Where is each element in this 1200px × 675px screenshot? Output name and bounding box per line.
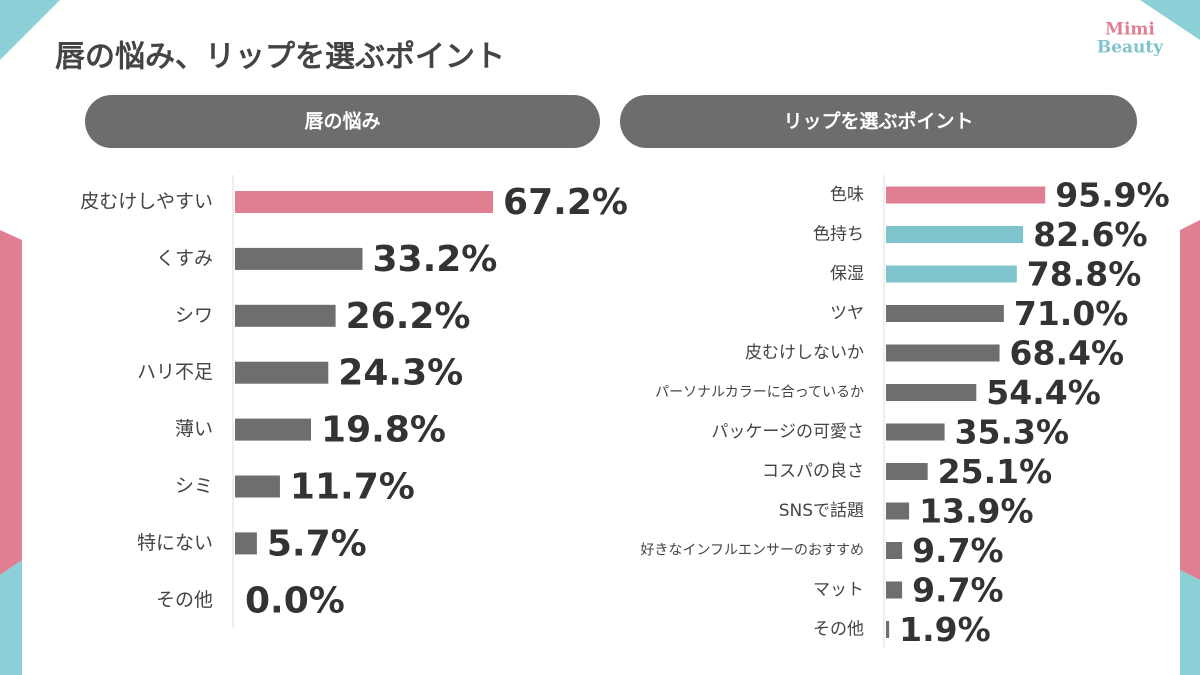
category-label: ハリ不足 [137,361,213,383]
chart-title: リップを選ぶポイント [783,110,973,133]
value-label: 82.6% [1033,215,1148,254]
category-label: 薄い [175,418,213,440]
decor [0,230,22,575]
value-label: 5.7% [267,523,367,564]
category-label: 色味 [830,185,864,205]
value-label: 1.9% [899,610,991,649]
decor [0,560,22,675]
category-label: マット [813,580,864,600]
category-label: シミ [175,475,213,497]
bar [886,621,890,638]
category-label: パッケージの可愛さ [711,422,864,442]
value-label: 67.2% [503,182,628,223]
category-label: SNSで話題 [779,501,864,521]
category-label: その他 [156,589,213,611]
category-label: シワ [175,304,213,326]
category-label: 皮むけしないか [745,343,864,363]
bar [886,384,977,401]
value-label: 11.7% [290,467,415,508]
value-label: 9.7% [912,571,1004,610]
category-label: 保湿 [830,264,864,284]
value-label: 71.0% [1014,294,1129,333]
bar [886,581,903,599]
bar [886,305,1004,322]
bar [886,463,928,480]
value-label: 95.9% [1055,176,1170,215]
value-label: 24.3% [338,353,463,394]
bar [886,186,1046,204]
bar [235,247,363,270]
bar [235,191,494,213]
category-label: 皮むけしやすい [80,191,213,213]
category-label: 好きなインフルエンサーのおすすめ [640,543,864,559]
category-label: くすみ [156,247,213,269]
value-label: 35.3% [955,413,1070,452]
value-label: 26.2% [346,296,471,337]
bar [886,502,910,520]
bar [235,532,257,555]
page-title: 唇の悩み、リップを選ぶポイント [55,40,505,75]
value-label: 19.8% [321,410,446,451]
value-label: 68.4% [1010,334,1124,373]
value-label: 25.1% [938,452,1053,491]
value-label: 54.4% [986,373,1100,412]
bar [235,475,280,498]
chart-title: 唇の悩み [304,110,380,133]
category-label: パーソナルカラーに合っているか [655,385,864,401]
bar [235,418,312,441]
value-label: 9.7% [912,531,1004,570]
value-label: 78.8% [1027,255,1142,294]
header-pill [85,95,600,148]
bar [886,542,903,559]
decor [0,0,60,60]
bar [235,361,329,384]
category-label: その他 [813,620,864,640]
category-label: コスパの良さ [762,462,864,482]
value-label: 13.9% [919,492,1034,531]
decor [1180,570,1200,675]
category-label: 特にない [137,532,213,554]
bar [235,304,336,327]
bar [886,344,1000,362]
bar [886,423,945,441]
header-pill [620,95,1137,148]
value-label: 33.2% [372,239,497,280]
logo: Mimi [1105,20,1155,40]
decor [1180,220,1200,580]
decor [1140,0,1200,40]
value-label: 0.0% [245,580,345,621]
category-label: 色持ち [813,225,864,245]
logo: Beauty [1097,38,1164,58]
category-label: ツヤ [830,304,864,324]
bar [886,265,1017,283]
bar [886,226,1024,243]
